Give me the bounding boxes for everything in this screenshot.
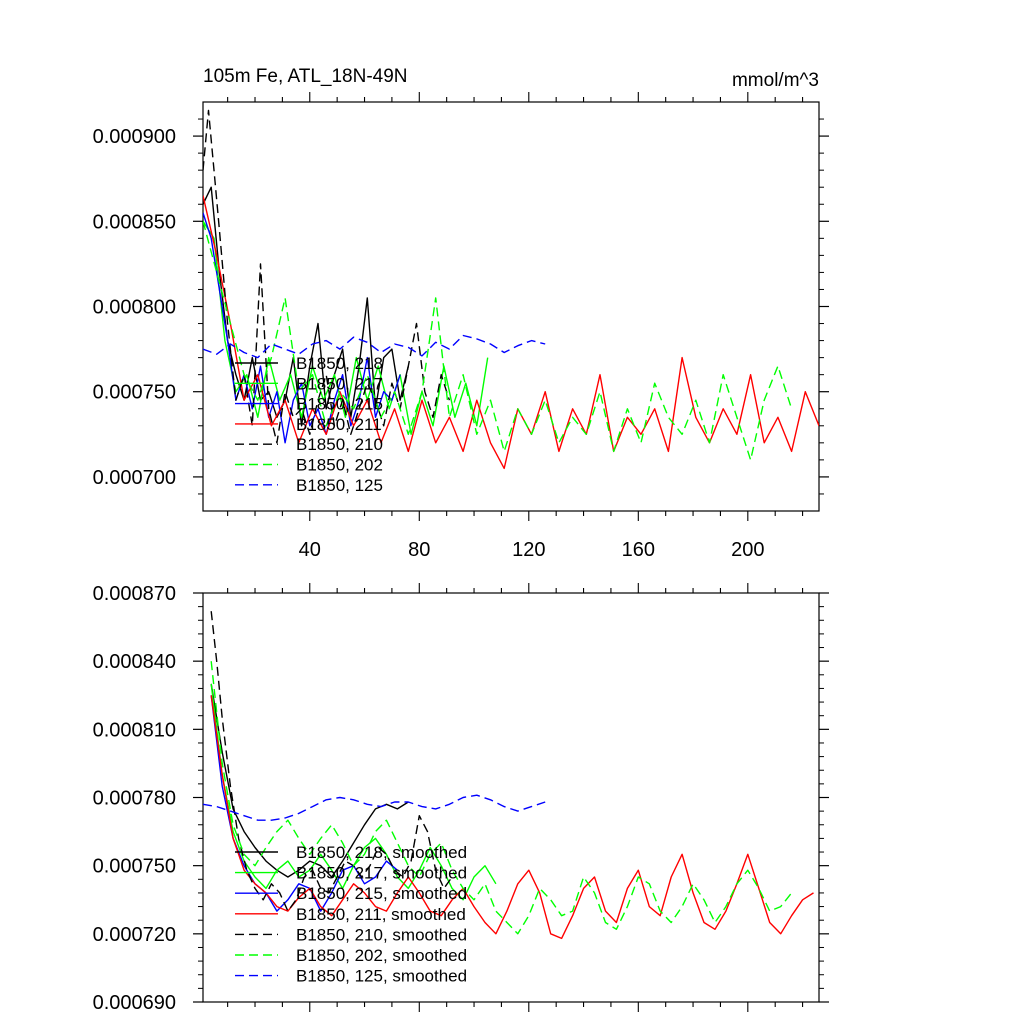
series-line xyxy=(210,683,409,878)
y-tick-label: 0.000870 xyxy=(93,583,176,605)
legend-label: B1850, 125, smoothed xyxy=(296,967,467,986)
series-group xyxy=(203,611,814,940)
legend-label: B1850, 217 xyxy=(296,374,383,393)
legend-label: B1850, 217, smoothed xyxy=(296,864,467,883)
top-panel-title: 105m Fe, ATL_18N-49N xyxy=(203,66,408,87)
series-line xyxy=(203,334,546,359)
series-line xyxy=(203,109,451,444)
y-tick-label: 0.000750 xyxy=(93,382,176,404)
series-line xyxy=(210,611,453,912)
y-tick-label: 0.000800 xyxy=(93,297,176,319)
series-line xyxy=(203,195,819,470)
legend-label: B1850, 202, smoothed xyxy=(296,946,467,965)
x-tick-label: 160 xyxy=(622,539,655,561)
y-tick-label: 0.000690 xyxy=(93,992,176,1014)
legend-label: B1850, 218 xyxy=(296,354,383,373)
series-line xyxy=(210,695,398,912)
legend-label: B1850, 210 xyxy=(296,435,383,454)
y-tick-label: 0.000840 xyxy=(93,651,176,673)
x-tick-label: 200 xyxy=(731,539,764,561)
y-tick-label: 0.000900 xyxy=(93,126,176,148)
y-tick-label: 0.000700 xyxy=(93,467,176,489)
y-tick-label: 0.000850 xyxy=(93,211,176,233)
legend-label: B1850, 215, smoothed xyxy=(296,884,467,903)
legend-label: B1850, 211 xyxy=(296,415,382,434)
x-tick-label: 80 xyxy=(408,539,430,561)
y-tick-label: 0.000750 xyxy=(93,856,176,878)
legend-label: B1850, 202 xyxy=(296,456,383,475)
top-panel-units: mmol/m^3 xyxy=(732,70,819,91)
bottom-panel: 0.000690 0.000720 0.000750 0.000780 0.000810… xyxy=(93,583,829,1014)
top-panel: 105m Fe, ATL_18N-49N mmol/m^3 0.000700 0.… xyxy=(93,66,829,561)
y-tick-label: 0.000810 xyxy=(93,719,176,741)
legend-label: B1850, 125 xyxy=(296,476,383,495)
series-group xyxy=(203,109,819,470)
series-line xyxy=(210,695,814,940)
legend-label: B1850, 211, smoothed xyxy=(296,905,466,924)
legend-label: B1850, 218, smoothed xyxy=(296,843,467,862)
x-tick-label: 120 xyxy=(512,539,545,561)
x-tick-label: 40 xyxy=(299,539,321,561)
legend-label: B1850, 215 xyxy=(296,395,383,414)
series-line xyxy=(203,221,793,461)
y-tick-label: 0.000780 xyxy=(93,788,176,810)
series-line xyxy=(203,794,546,821)
y-tick-label: 0.000720 xyxy=(93,924,176,946)
series-line xyxy=(210,661,793,935)
legend-label: B1850, 210, smoothed xyxy=(296,925,467,944)
